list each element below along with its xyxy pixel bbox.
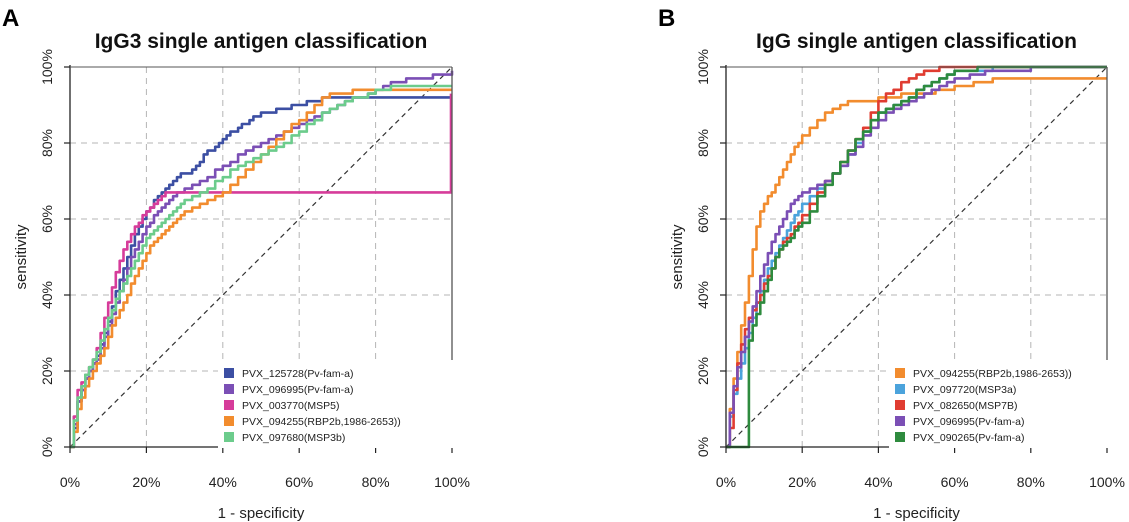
panel-b-legend-swatch-4 (895, 416, 905, 426)
panel-a-legend-label-1: PVX_125728(Pv-fam-a) (242, 368, 353, 380)
panel-a-legend-label-2: PVX_096995(Pv-fam-a) (242, 384, 353, 396)
panel-b-y-axis-label: sensitivity (669, 224, 686, 290)
panel-a-x-tick-label: 80% (362, 474, 390, 490)
panel-b-series-line-5 (726, 65, 1107, 449)
panel-b-legend-swatch-3 (895, 400, 905, 410)
panel-a-legend-swatch-4 (224, 416, 234, 426)
panel-b-y-tick-label: 80% (695, 129, 711, 157)
panel-a-y-tick-label: 0% (39, 437, 55, 457)
panel-b-x-tick-label: 80% (1017, 474, 1045, 490)
panel-b-legend-swatch-2 (895, 384, 905, 394)
panel-a-legend-label-4: PVX_094255(RBP2b,1986-2653)) (242, 416, 401, 428)
panel-b-x-tick-label: 20% (788, 474, 816, 490)
panel-b-legend-swatch-5 (895, 432, 905, 442)
panel-b-y-tick-label: 20% (695, 357, 711, 385)
panel-a: A 0% 20% 40% 60% 80% 100% 0% 20% 40% 60% 80% 100% Ig… (2, 5, 470, 522)
panel-b-x-tick-label: 0% (716, 474, 736, 490)
panel-a-legend-swatch-3 (224, 400, 234, 410)
panel-b-series-line-4 (726, 65, 1107, 449)
panel-b-x-tick-label: 60% (941, 474, 969, 490)
panel-a-legend-box (218, 360, 454, 448)
panel-a-y-tick-label: 60% (39, 205, 55, 233)
panel-b-legend-label-4: PVX_096995(Pv-fam-a) (913, 416, 1024, 428)
panel-a-y-tick-label: 20% (39, 357, 55, 385)
panel-a-legend-swatch-5 (224, 432, 234, 442)
panel-a-y-axis-label: sensitivity (13, 224, 30, 290)
panel-b-legend-label-2: PVX_097720(MSP3a) (913, 384, 1016, 396)
panel-a-x-axis-label: 1 - specificity (218, 505, 305, 522)
panel-a-x-tick-label: 20% (132, 474, 160, 490)
panel-a-legend-label-5: PVX_097680(MSP3b) (242, 432, 345, 444)
panel-b-y-tick-label: 0% (695, 437, 711, 457)
panel-b-y-tick-label: 60% (695, 205, 711, 233)
panel-b-legend-label-3: PVX_082650(MSP7B) (913, 400, 1017, 412)
panel-a-legend-swatch-2 (224, 384, 234, 394)
panel-b-x-tick-label: 40% (864, 474, 892, 490)
panel-b: B 0% 20% 40% 60% 80% 100% 0% 20% 40% 60% 80% 100% Ig… (658, 5, 1125, 522)
panel-b-legend-label-5: PVX_090265(Pv-fam-a) (913, 432, 1024, 444)
panel-b-x-axis-label: 1 - specificity (873, 505, 960, 522)
panel-b-letter: B (658, 5, 675, 32)
panel-b-y-tick-label: 40% (695, 281, 711, 309)
panel-b-y-tick-label: 100% (695, 49, 711, 85)
panel-b-legend-swatch-1 (895, 368, 905, 378)
panel-b-legend-box (889, 360, 1111, 448)
panel-a-x-tick-label: 40% (209, 474, 237, 490)
panel-a-x-tick-label: 100% (434, 474, 470, 490)
panel-a-series-line-4 (70, 88, 452, 449)
panel-a-chart-title: IgG3 single antigen classification (95, 30, 428, 53)
panel-a-x-tick-label: 0% (60, 474, 80, 490)
panel-a-series-line-5 (70, 84, 452, 449)
panel-a-x-tick-label: 60% (285, 474, 313, 490)
panel-a-letter: A (2, 5, 19, 32)
panel-a-y-tick-label: 80% (39, 129, 55, 157)
panel-b-series-line-1 (726, 77, 1107, 449)
panel-a-y-tick-label: 40% (39, 281, 55, 309)
panel-b-chart-title: IgG single antigen classification (756, 30, 1077, 53)
panel-a-y-tick-label: 100% (39, 49, 55, 85)
panel-a-legend-label-3: PVX_003770(MSP5) (242, 400, 339, 412)
panel-b-x-tick-label: 100% (1089, 474, 1125, 490)
panel-b-legend-label-1: PVX_094255(RBP2b,1986-2653)) (913, 368, 1072, 380)
panel-a-legend-swatch-1 (224, 368, 234, 378)
